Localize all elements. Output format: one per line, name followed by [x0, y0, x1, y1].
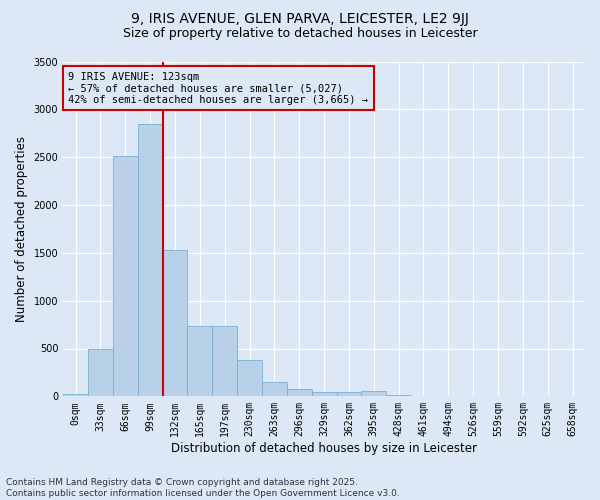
Text: 9 IRIS AVENUE: 123sqm
← 57% of detached houses are smaller (5,027)
42% of semi-d: 9 IRIS AVENUE: 123sqm ← 57% of detached … [68, 72, 368, 104]
X-axis label: Distribution of detached houses by size in Leicester: Distribution of detached houses by size … [171, 442, 477, 455]
Bar [361, 391, 386, 396]
Bar [163, 250, 187, 396]
Bar [311, 392, 337, 396]
Bar [187, 326, 212, 396]
Text: Contains HM Land Registry data © Crown copyright and database right 2025.
Contai: Contains HM Land Registry data © Crown c… [6, 478, 400, 498]
Bar [138, 124, 163, 396]
Text: Size of property relative to detached houses in Leicester: Size of property relative to detached ho… [122, 28, 478, 40]
Bar [287, 389, 311, 396]
Bar [337, 392, 361, 396]
Bar [63, 394, 88, 396]
Bar [88, 350, 113, 397]
Bar [262, 382, 287, 396]
Y-axis label: Number of detached properties: Number of detached properties [15, 136, 28, 322]
Bar [212, 326, 237, 396]
Text: 9, IRIS AVENUE, GLEN PARVA, LEICESTER, LE2 9JJ: 9, IRIS AVENUE, GLEN PARVA, LEICESTER, L… [131, 12, 469, 26]
Bar [237, 360, 262, 396]
Bar [113, 156, 138, 396]
